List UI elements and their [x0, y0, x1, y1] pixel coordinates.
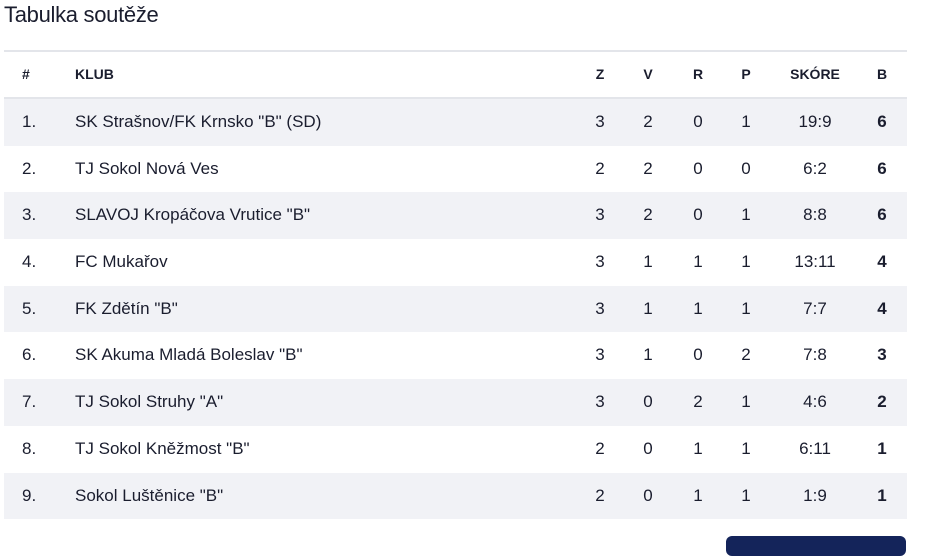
cell-score: 6:2 [803, 158, 827, 178]
cell-r: 1 [693, 438, 703, 458]
table-row[interactable]: 2. TJ Sokol Nová Ves 2 2 0 0 6:2 6 [4, 146, 907, 193]
cell-z: 3 [595, 345, 605, 365]
cell-club: FK Zdětín "B" [75, 298, 178, 318]
cell-v: 0 [643, 392, 653, 412]
cell-v: 1 [643, 345, 653, 365]
cell-score: 6:11 [799, 438, 831, 458]
header-score: SKÓRE [790, 66, 840, 82]
cell-r: 2 [693, 392, 703, 412]
header-v: V [643, 66, 653, 82]
cell-club: TJ Sokol Kněžmost "B" [75, 438, 250, 458]
cell-v: 2 [643, 112, 653, 131]
header-b: B [876, 66, 888, 82]
cell-score: 19:9 [798, 112, 832, 131]
cell-p: 1 [741, 438, 751, 458]
cell-z: 2 [595, 438, 605, 458]
cell-b: 3 [877, 345, 887, 365]
cell-r: 1 [693, 252, 703, 272]
header-pos: # [22, 66, 30, 82]
cell-club: SK Strašnov/FK Krnsko "B" (SD) [75, 112, 322, 131]
cell-score: 7:7 [803, 298, 827, 318]
cell-r: 0 [693, 112, 703, 131]
cell-r: 1 [693, 485, 703, 505]
cell-z: 3 [595, 205, 605, 225]
cell-club: FC Mukařov [75, 252, 168, 272]
cell-score: 7:8 [803, 345, 827, 365]
cell-r: 0 [693, 205, 703, 225]
header-r: R [692, 66, 704, 82]
cell-pos: 3. [22, 205, 37, 225]
cell-score: 1:9 [803, 485, 827, 505]
cell-pos: 1. [22, 112, 37, 131]
cell-v: 0 [643, 485, 653, 505]
cell-v: 1 [643, 252, 653, 272]
cell-club: Sokol Luštěnice "B" [75, 485, 224, 505]
cell-p: 1 [741, 392, 751, 412]
cell-z: 3 [595, 252, 605, 272]
table-row[interactable]: 8. TJ Sokol Kněžmost "B" 2 0 1 1 6:11 1 [4, 426, 907, 473]
table-row[interactable]: 9. Sokol Luštěnice "B" 2 0 1 1 1:9 1 [4, 472, 907, 520]
cell-r: 0 [693, 345, 703, 365]
cell-b: 1 [877, 438, 887, 458]
cell-b: 6 [877, 205, 887, 225]
cell-z: 2 [595, 485, 605, 505]
cell-p: 0 [741, 158, 751, 178]
cell-p: 1 [741, 112, 751, 131]
cell-score: 8:8 [803, 205, 827, 225]
cell-v: 0 [643, 438, 653, 458]
cell-z: 3 [595, 298, 605, 318]
cell-b: 4 [877, 252, 887, 272]
table-row[interactable]: 1. SK Strašnov/FK Krnsko "B" (SD) 3 2 0 1 19:9… [4, 99, 907, 146]
cell-b: 1 [877, 485, 887, 505]
header-club: KLUB [75, 66, 114, 82]
cell-p: 2 [741, 345, 751, 365]
cell-pos: 6. [22, 345, 37, 365]
cell-b: 4 [877, 298, 887, 318]
table-row[interactable]: 5. FK Zdětín "B" 3 1 1 1 7:7 4 [4, 285, 907, 333]
cell-club: TJ Sokol Nová Ves [75, 158, 219, 178]
cell-z: 3 [595, 392, 605, 412]
cell-v: 2 [643, 158, 653, 178]
cell-score: 4:6 [803, 392, 827, 412]
header-z: Z [595, 66, 605, 82]
cell-v: 2 [643, 205, 653, 225]
cell-pos: 4. [22, 252, 37, 272]
cell-r: 1 [693, 298, 703, 318]
standings-table: # KLUB Z V R P SKÓRE B 1. SK Strašnov/FK … [4, 50, 907, 520]
header-p: P [741, 66, 751, 82]
table-row[interactable]: 7. TJ Sokol Struhy "A" 3 0 2 1 4:6 2 [4, 379, 907, 426]
cell-club: TJ Sokol Struhy "A" [75, 392, 224, 412]
cell-p: 1 [741, 485, 751, 505]
cell-pos: 8. [22, 438, 37, 458]
cell-z: 3 [595, 112, 605, 131]
cell-p: 1 [741, 205, 751, 225]
table-row[interactable]: 6. SK Akuma Mladá Boleslav "B" 3 1 0 2 7:8 3 [4, 332, 907, 379]
cell-club: SLAVOJ Kropáčova Vrutice "B" [75, 205, 311, 225]
cell-score: 13:11 [794, 252, 836, 272]
table-header: # KLUB Z V R P SKÓRE B [4, 52, 907, 99]
cell-v: 1 [643, 298, 653, 318]
cell-pos: 2. [22, 158, 37, 178]
cell-pos: 9. [22, 485, 37, 505]
cell-pos: 7. [22, 392, 37, 412]
page-title: Tabulka soutěže [4, 2, 159, 27]
cell-club: SK Akuma Mladá Boleslav "B" [75, 345, 303, 365]
table-row[interactable]: 4. FC Mukařov 3 1 1 1 13:11 4 [4, 239, 907, 286]
cell-b: 6 [877, 112, 887, 131]
cell-b: 6 [877, 158, 887, 178]
cell-pos: 5. [22, 298, 37, 318]
cell-b: 2 [877, 392, 887, 412]
cell-p: 1 [741, 298, 751, 318]
more-button[interactable] [726, 536, 906, 556]
table-row[interactable]: 3. SLAVOJ Kropáčova Vrutice "B" 3 2 0 1 8:8 6 [4, 192, 907, 240]
cell-r: 0 [693, 158, 703, 178]
cell-p: 1 [741, 252, 751, 272]
cell-z: 2 [595, 158, 605, 178]
